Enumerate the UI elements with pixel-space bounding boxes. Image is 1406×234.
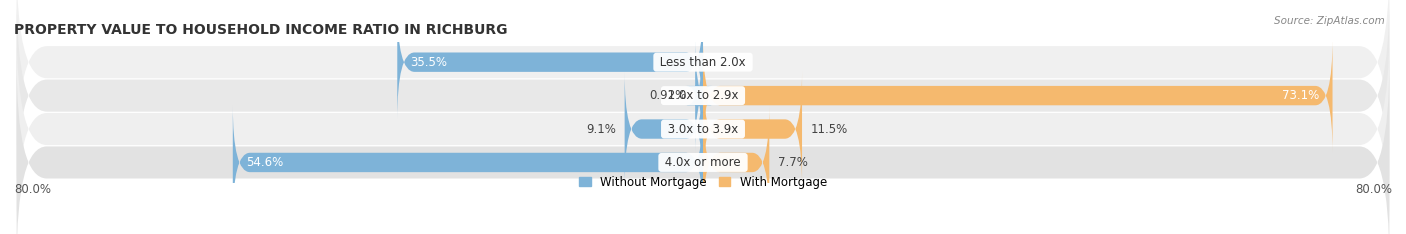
FancyBboxPatch shape <box>17 62 1389 234</box>
Text: 2.0x to 2.9x: 2.0x to 2.9x <box>664 89 742 102</box>
Legend: Without Mortgage, With Mortgage: Without Mortgage, With Mortgage <box>574 171 832 194</box>
FancyBboxPatch shape <box>703 105 769 220</box>
FancyBboxPatch shape <box>17 0 1389 197</box>
FancyBboxPatch shape <box>624 72 703 186</box>
Text: 80.0%: 80.0% <box>14 183 51 196</box>
FancyBboxPatch shape <box>703 72 801 186</box>
Text: 35.5%: 35.5% <box>411 56 447 69</box>
FancyBboxPatch shape <box>398 5 703 119</box>
Text: 54.6%: 54.6% <box>246 156 283 169</box>
FancyBboxPatch shape <box>233 105 703 220</box>
Text: PROPERTY VALUE TO HOUSEHOLD INCOME RATIO IN RICHBURG: PROPERTY VALUE TO HOUSEHOLD INCOME RATIO… <box>14 23 508 37</box>
Text: Source: ZipAtlas.com: Source: ZipAtlas.com <box>1274 16 1385 26</box>
Text: 0.91%: 0.91% <box>650 89 686 102</box>
FancyBboxPatch shape <box>17 0 1389 163</box>
Text: 3.0x to 3.9x: 3.0x to 3.9x <box>664 123 742 135</box>
Text: 80.0%: 80.0% <box>1355 183 1392 196</box>
Text: 7.7%: 7.7% <box>778 156 808 169</box>
FancyBboxPatch shape <box>703 38 1333 153</box>
Text: 9.1%: 9.1% <box>586 123 616 135</box>
FancyBboxPatch shape <box>17 28 1389 230</box>
FancyBboxPatch shape <box>686 38 713 153</box>
Text: 73.1%: 73.1% <box>1282 89 1320 102</box>
Text: 4.0x or more: 4.0x or more <box>661 156 745 169</box>
Text: Less than 2.0x: Less than 2.0x <box>657 56 749 69</box>
Text: 11.5%: 11.5% <box>811 123 848 135</box>
